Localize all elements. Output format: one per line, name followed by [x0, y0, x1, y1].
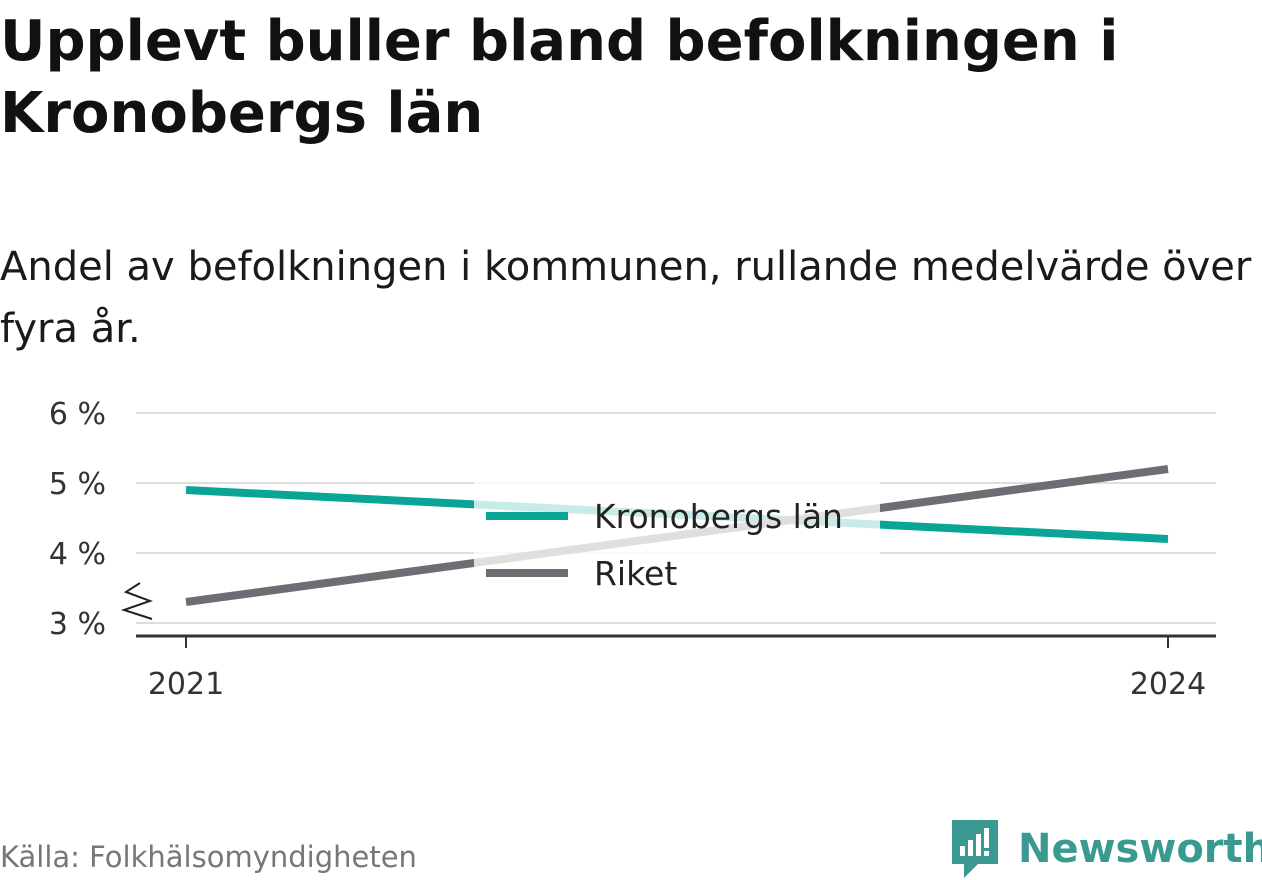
x-tick-label: 2024 [1130, 667, 1206, 702]
y-tick-label: 4 % [49, 537, 106, 572]
brand-name: Newsworthy [1018, 826, 1262, 872]
chart-title: Upplevt buller bland befolkningen i Kron… [0, 9, 1119, 146]
y-tick-label: 3 % [49, 607, 106, 642]
brand: Newsworthy [950, 818, 1262, 880]
legend-label: Kronobergs län [594, 497, 843, 536]
legend-label: Riket [594, 554, 677, 593]
source-note: Källa: Folkhälsomyndigheten [0, 840, 417, 874]
newsworthy-logo-icon [952, 820, 998, 878]
chart-subtitle: Andel av befolkningen i kommunen, rullan… [0, 244, 1252, 352]
axis-break-icon [120, 582, 153, 620]
y-axis-ticks: 3 % 4 % 5 % 6 % [49, 397, 153, 642]
legend-box [474, 482, 880, 600]
legend: Kronobergs län Riket [474, 482, 880, 600]
y-tick-label: 6 % [49, 397, 106, 432]
y-tick-label: 5 % [49, 467, 106, 502]
x-axis: 2021 2024 [136, 634, 1216, 702]
x-tick-label: 2021 [148, 667, 224, 702]
